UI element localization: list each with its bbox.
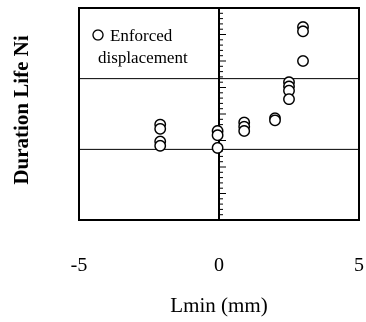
x-tick-label: 5 bbox=[354, 254, 364, 276]
data-point bbox=[269, 114, 281, 127]
data-point bbox=[211, 129, 224, 142]
x-axis-title: Lmin (mm) bbox=[170, 293, 267, 317]
legend: Enforced displacement bbox=[92, 26, 188, 67]
data-point bbox=[297, 25, 309, 38]
data-point bbox=[211, 142, 224, 154]
x-tick-labels: -5 0 5 bbox=[71, 254, 364, 276]
legend-marker-icon bbox=[92, 29, 104, 41]
data-point bbox=[154, 122, 167, 135]
x-tick-label: 0 bbox=[214, 254, 224, 276]
legend-label-line-2: displacement bbox=[98, 48, 188, 67]
data-points bbox=[154, 21, 309, 154]
data-point bbox=[154, 139, 167, 152]
y-axis-title: Duration Life Ni bbox=[9, 35, 33, 184]
data-point bbox=[283, 93, 295, 106]
x-tick-label: -5 bbox=[71, 254, 88, 276]
data-point bbox=[297, 55, 309, 67]
legend-label-line-1: Enforced bbox=[110, 26, 173, 45]
data-point bbox=[238, 125, 251, 137]
zero-axis bbox=[218, 8, 226, 220]
